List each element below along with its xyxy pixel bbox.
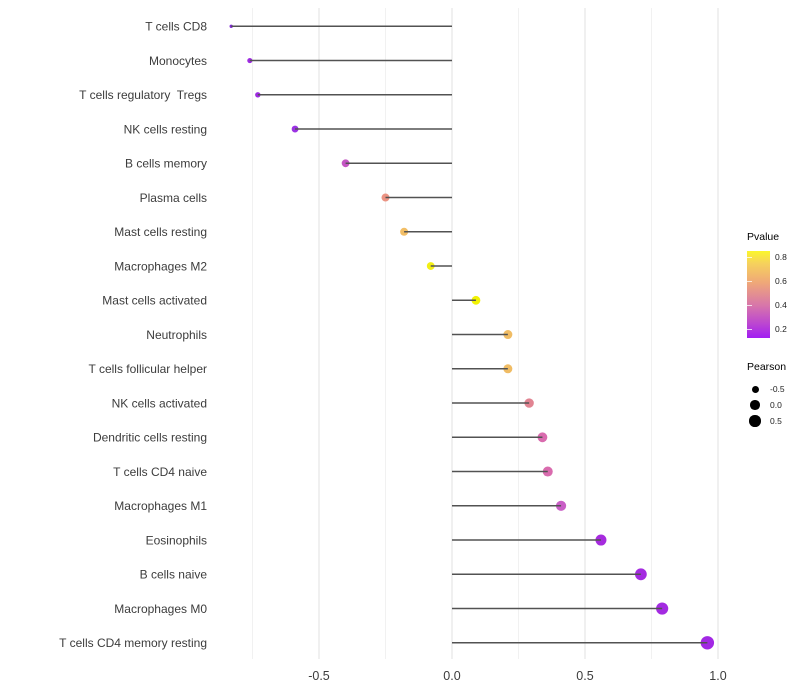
pvalue-legend-tick-label: 0.6 (775, 276, 787, 286)
y-axis-label: Macrophages M0 (114, 602, 207, 616)
y-axis-label: Mast cells activated (102, 294, 207, 308)
pearson-legend-dot (750, 400, 760, 410)
y-axis-label: NK cells resting (124, 122, 207, 136)
pvalue-colorbar-tickmark (747, 329, 752, 330)
y-axis-label: T cells CD4 naive (113, 465, 207, 479)
y-axis-label: T cells follicular helper (89, 362, 208, 376)
y-axis-label: T cells regulatory Tregs (79, 88, 207, 102)
pvalue-colorbar-tickmark (747, 257, 752, 258)
pearson-legend-dot-cell (747, 381, 763, 397)
y-axis-label: Eosinophils (146, 533, 207, 547)
pvalue-colorbar-tickmark (747, 305, 752, 306)
pearson-legend-dot-cell (747, 413, 763, 429)
pearson-legend: Pearson -0.5 0.0 0.5 (747, 361, 786, 429)
y-axis-label: NK cells activated (112, 396, 207, 410)
y-axis-label: T cells CD8 (145, 20, 207, 34)
pearson-legend-label: -0.5 (770, 384, 785, 394)
pvalue-legend-tick-label: 0.4 (775, 300, 787, 310)
pvalue-legend-tick-label: 0.8 (775, 252, 787, 262)
pearson-legend-label: 0.5 (770, 416, 782, 426)
y-axis-label: Macrophages M2 (114, 259, 207, 273)
pearson-legend-title: Pearson (747, 361, 787, 373)
y-axis-label: Macrophages M1 (114, 499, 207, 513)
y-axis-label: Monocytes (149, 54, 207, 68)
pearson-legend-item: -0.5 (747, 381, 786, 397)
pearson-legend-dot-cell (747, 397, 763, 413)
y-axis-label: Dendritic cells resting (93, 431, 207, 445)
pearson-legend-dot (751, 385, 759, 393)
y-axis-label: Mast cells resting (114, 225, 207, 239)
pvalue-legend-title: Pvalue (747, 231, 780, 243)
pvalue-colorbar-gradient (747, 251, 770, 338)
x-axis-tick-label: 0.5 (576, 669, 593, 683)
x-axis-tick-label: 0.0 (443, 669, 460, 683)
pvalue-legend-tick-label: 0.2 (775, 324, 787, 334)
pvalue-colorbar-wrap: 0.8 0.6 0.4 0.2 (747, 251, 800, 339)
pearson-legend-item: 0.0 (747, 397, 786, 413)
pearson-legend-dot (749, 415, 761, 427)
y-axis-label: B cells memory (125, 157, 207, 171)
pvalue-colorbar-tickmark (747, 281, 752, 282)
x-axis-tick-label: 1.0 (709, 669, 726, 683)
lollipop-dot (555, 500, 567, 511)
pearson-legend-item: 0.5 (747, 413, 786, 429)
x-axis-tick-label: -0.5 (308, 669, 330, 683)
pearson-legend-label: 0.0 (770, 400, 782, 410)
y-axis-label: Plasma cells (140, 191, 207, 205)
y-axis-label: B cells naive (140, 568, 208, 582)
y-axis-label: T cells CD4 memory resting (59, 636, 207, 650)
pvalue-legend: Pvalue 0.8 0.6 0.4 0.2 (747, 231, 800, 339)
y-axis-label: Neutrophils (146, 328, 207, 342)
